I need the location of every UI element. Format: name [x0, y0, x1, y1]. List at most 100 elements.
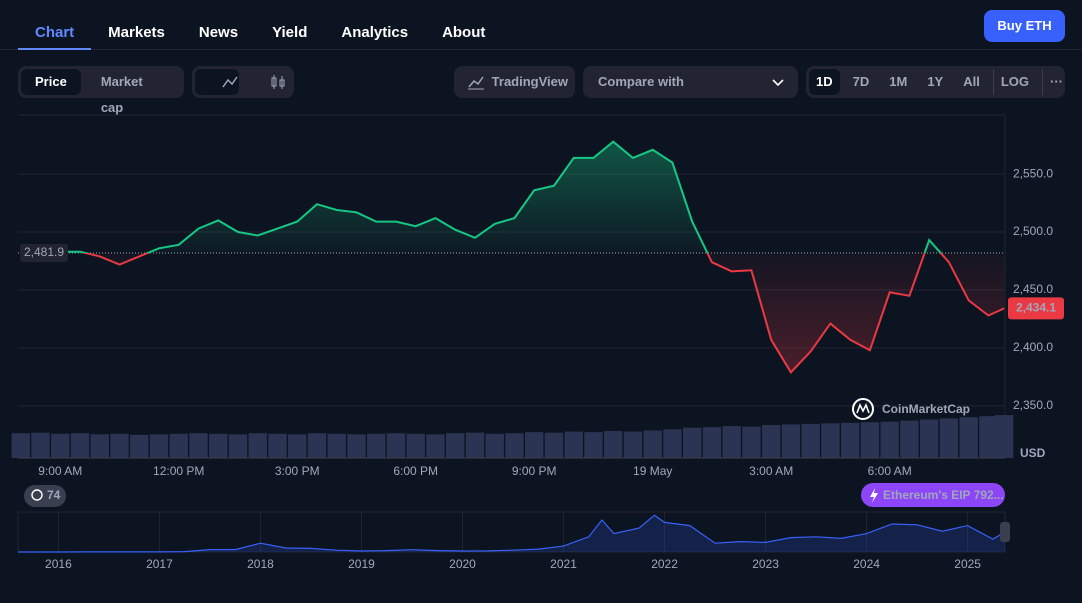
- volume-bar: [406, 433, 425, 458]
- overview-handle: [1000, 522, 1010, 542]
- volume-bar: [995, 415, 1014, 458]
- overview-tick-label: 2018: [247, 557, 274, 571]
- volume-bar: [880, 421, 899, 458]
- volume-bar: [426, 434, 445, 458]
- y-tick-label: 2,450.0: [1013, 282, 1053, 296]
- range-group: 1D 7D 1M 1Y All LOG ···: [806, 66, 1065, 98]
- overview-tick-label: 2020: [449, 557, 476, 571]
- range-button[interactable]: 1M: [889, 74, 908, 89]
- line-style-button[interactable]: [195, 69, 239, 95]
- line-icon: [222, 76, 238, 88]
- tab[interactable]: Chart: [18, 14, 92, 50]
- volume-bar: [11, 433, 30, 458]
- volume-bar: [979, 416, 998, 458]
- x-tick-label: 9:00 PM: [512, 464, 557, 478]
- overview-tick-label: 2021: [550, 557, 577, 571]
- volume-bar: [386, 433, 406, 458]
- volume-bar: [367, 433, 386, 458]
- volume-bar: [584, 432, 603, 458]
- volume-bar: [623, 431, 643, 458]
- price-toggle: Price Market cap: [18, 66, 184, 115]
- tab[interactable]: About: [442, 24, 486, 41]
- volume-bar: [248, 433, 267, 458]
- volume-bar: [288, 434, 307, 458]
- toggle-button[interactable]: Market cap: [100, 74, 143, 115]
- volume-bar: [505, 433, 524, 458]
- y-tick-label: 2,550.0: [1013, 166, 1053, 180]
- volume-bar: [821, 423, 840, 458]
- tradingview-button[interactable]: TradingView: [454, 66, 575, 98]
- overview-tick-label: 2025: [954, 557, 981, 571]
- volume-bar: [919, 419, 939, 458]
- volume-bar: [604, 431, 623, 458]
- volume-bar: [228, 434, 248, 458]
- x-tick-label: 9:00 AM: [38, 464, 82, 478]
- volume-bar: [781, 424, 801, 458]
- volume-bar: [446, 433, 465, 458]
- event-label: Ethereum's EIP 792...: [883, 488, 1004, 502]
- tab[interactable]: Yield: [272, 24, 308, 41]
- tab[interactable]: News: [198, 24, 239, 41]
- watermark-logo-mark: [856, 403, 870, 414]
- range-button[interactable]: 1D: [809, 69, 840, 95]
- range-button[interactable]: 7D: [852, 74, 870, 89]
- x-tick-label: 6:00 PM: [393, 464, 438, 478]
- volume-bar: [485, 433, 504, 458]
- range-button[interactable]: All: [963, 74, 980, 89]
- volume-bar: [465, 432, 485, 458]
- candle-icon: [271, 75, 285, 89]
- volume-bar: [663, 429, 682, 458]
- range-button[interactable]: LOG: [992, 69, 1036, 95]
- volume-bar: [110, 433, 129, 458]
- overview-tick-label: 2019: [348, 557, 375, 571]
- volume-bar: [31, 432, 50, 458]
- events-icon: [31, 489, 43, 501]
- baseline-badge: [20, 244, 68, 263]
- tv-icon: [468, 76, 484, 90]
- overview-frame: [17, 511, 1006, 553]
- volume-bar: [959, 417, 978, 458]
- x-tick-label: 3:00 PM: [275, 464, 320, 478]
- volume-bar: [722, 426, 741, 458]
- overview-tick-label: 2016: [45, 557, 72, 571]
- x-tick-label: 19 May: [633, 464, 672, 478]
- volume-bar: [643, 430, 662, 458]
- volume-bar: [70, 433, 90, 458]
- volume-bar: [702, 427, 722, 458]
- volume-bar: [327, 433, 346, 458]
- y-tick-label: 2,500.0: [1013, 224, 1053, 238]
- y-tick-label: 2,400.0: [1013, 340, 1053, 354]
- volume-bar: [209, 433, 228, 458]
- nav: Chart Markets News Yield Analytics About: [18, 14, 502, 50]
- volume-bar: [189, 433, 208, 458]
- volume-bar: [683, 427, 702, 458]
- event-badge: [861, 483, 1005, 507]
- range-button[interactable]: 1Y: [927, 74, 944, 89]
- volume-bar: [742, 426, 761, 458]
- volume-bar: [51, 433, 70, 458]
- overview-tick-label: 2022: [651, 557, 678, 571]
- overview-tick-label: 2024: [853, 557, 880, 571]
- events-badge: [24, 485, 66, 507]
- event-icon: [870, 488, 878, 503]
- volume-bar: [801, 423, 820, 458]
- baseline-label: 2,481.9: [24, 245, 64, 259]
- watermark: CoinMarketCap: [882, 402, 970, 416]
- last-price-badge: [1008, 297, 1064, 320]
- tab[interactable]: Analytics: [341, 24, 409, 41]
- candle-style-button[interactable]: [245, 69, 289, 95]
- compare-select[interactable]: Compare with: [583, 66, 798, 98]
- tab[interactable]: Markets: [108, 24, 165, 41]
- volume-bar: [525, 432, 544, 458]
- volume-bar: [564, 431, 583, 458]
- more-button[interactable]: ···: [1042, 69, 1070, 95]
- buy-button[interactable]: Buy ETH: [984, 10, 1065, 42]
- toggle-button[interactable]: Price: [21, 69, 81, 95]
- volume-bar: [90, 434, 109, 458]
- x-tick-label: 12:00 PM: [153, 464, 204, 478]
- last-price-label: 2,434.1: [1016, 301, 1056, 315]
- chevron: [772, 79, 784, 87]
- volume-bar: [841, 422, 860, 458]
- volume-bar: [169, 433, 188, 458]
